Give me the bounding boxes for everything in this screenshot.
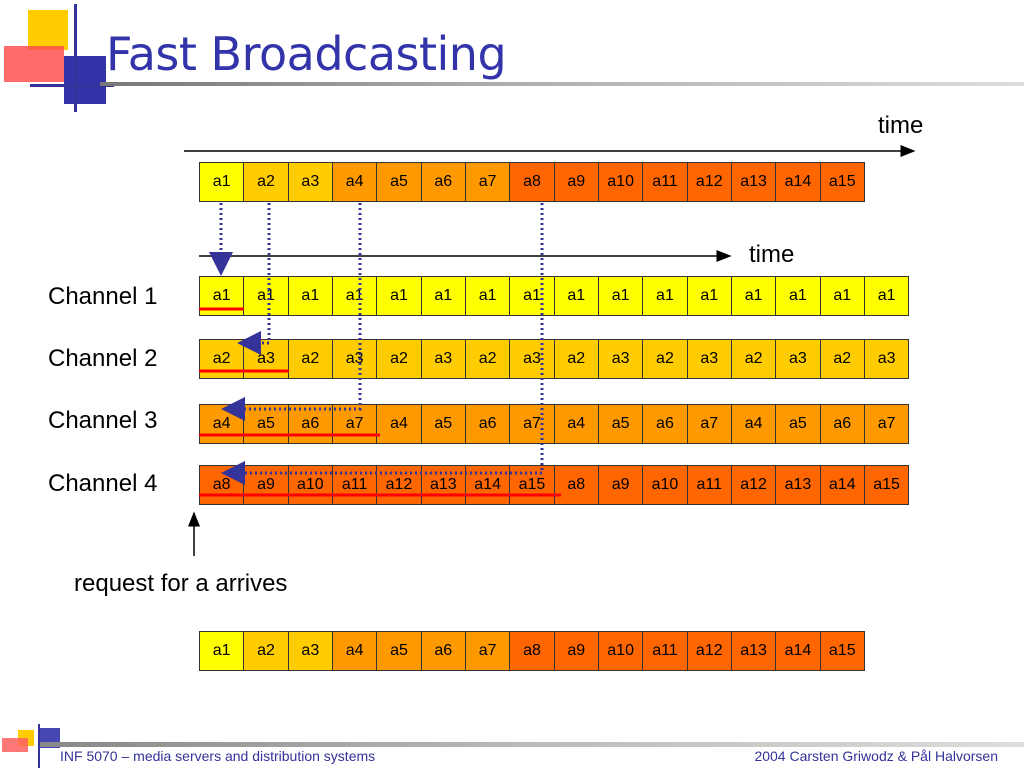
bottom-segment-a5: a5 [376,631,422,671]
corner-red-square [4,46,64,82]
mapping-a8 [221,203,544,485]
channel-2-slot-11: a2 [642,339,688,379]
channel-4-slot-5: a12 [376,465,422,505]
top-segment-a8: a8 [509,162,555,202]
segment-sequence-bottom: a1 a2 a3 a4 a5 a6 a7 a8 a9 a10 a11 a12 a13 a14 a15 [199,631,865,671]
channel-3-slot-6: a5 [420,404,466,444]
channel-1-slot-6: a1 [420,276,466,316]
channel-1-slot-9: a1 [553,276,599,316]
channel-3-slot-16: a7 [863,404,910,444]
top-segment-a15: a15 [819,162,865,202]
footer-corner-red [2,738,28,752]
footer-authors: 2004 Carsten Griwodz & Pål Halvorsen [754,748,998,764]
mapping-a2 [237,203,271,355]
bottom-segment-a14: a14 [775,631,821,671]
corner-horizontal-line [30,84,114,87]
channel-4-label: Channel 4 [48,470,158,497]
channel-4-slot-6: a13 [420,465,466,505]
channel-1-slot-12: a1 [686,276,732,316]
top-segment-a7: a7 [464,162,511,202]
channel-2-slot-6: a3 [420,339,466,379]
channel-3-slot-7: a6 [464,404,511,444]
channel-3-row: a4 a5 a6 a7 a4 a5 a6 a7 a4 a5 a6 a7 a4 a5 a6 a7 [199,404,910,444]
time-label-channels: time [749,241,795,268]
corner-blue-square [64,56,106,104]
channel-3-slot-13: a4 [730,404,777,444]
channel-4-slot-16: a15 [863,465,910,505]
channel-4-slot-9: a8 [553,465,599,505]
channel-3-slot-3: a6 [287,404,333,444]
corner-vertical-line [74,4,77,112]
footer-rule [40,742,1024,747]
channel-4-slot-13: a12 [730,465,777,505]
top-segment-a11: a11 [642,162,688,202]
channel-3-slot-4: a7 [331,404,378,444]
channel-3-slot-12: a7 [686,404,732,444]
title-rule [100,82,1024,86]
bottom-segment-a13: a13 [730,631,777,671]
channel-4-slot-14: a13 [775,465,821,505]
channel-1-slot-11: a1 [642,276,688,316]
bottom-segment-a15: a15 [819,631,865,671]
top-segment-a9: a9 [553,162,599,202]
footer-corner-line [38,724,40,768]
channel-3-slot-15: a6 [819,404,865,444]
corner-yellow-square [28,10,68,50]
channel-2-slot-12: a3 [686,339,732,379]
channel-4-slot-7: a14 [464,465,511,505]
top-segment-a13: a13 [730,162,777,202]
bottom-segment-a3: a3 [287,631,333,671]
channel-3-slot-8: a7 [509,404,555,444]
top-segment-a5: a5 [376,162,422,202]
channel-1-slot-15: a1 [819,276,865,316]
time-label-top: time [878,112,924,139]
request-label: request for a arrives [74,570,288,597]
channel-3-slot-9: a4 [553,404,599,444]
channel-4-slot-12: a11 [686,465,732,505]
channel-1-row: a1 a1 a1 a1 a1 a1 a1 a1 a1 a1 a1 a1 a1 a1 a1 a1 [199,276,910,316]
top-segment-a4: a4 [331,162,378,202]
top-segment-a2: a2 [243,162,289,202]
top-segment-a12: a12 [686,162,732,202]
channel-2-slot-16: a3 [863,339,910,379]
bottom-segment-a12: a12 [686,631,732,671]
channel-1-slot-5: a1 [376,276,422,316]
channel-1-slot-16: a1 [863,276,910,316]
slide-title: Fast Broadcasting [106,27,507,81]
channel-3-slot-2: a5 [243,404,289,444]
channel-3-slot-14: a5 [775,404,821,444]
channel-2-slot-14: a3 [775,339,821,379]
segment-sequence-top: a1 a2 a3 a4 a5 a6 a7 a8 a9 a10 a11 a12 a13 a14 a15 [199,162,865,202]
bottom-segment-a11: a11 [642,631,688,671]
top-segment-a1: a1 [199,162,245,202]
channel-2-slot-13: a2 [730,339,777,379]
channel-4-slot-11: a10 [642,465,688,505]
bottom-segment-a9: a9 [553,631,599,671]
channel-1-label: Channel 1 [48,283,158,310]
top-segment-a6: a6 [420,162,466,202]
channel-2-slot-10: a3 [597,339,644,379]
footer-course: INF 5070 – media servers and distributio… [60,748,376,764]
channel-1-slot-8: a1 [509,276,555,316]
channel-2-label: Channel 2 [48,345,158,372]
top-segment-a3: a3 [287,162,333,202]
channel-1-slot-14: a1 [775,276,821,316]
bottom-segment-a4: a4 [331,631,378,671]
bottom-segment-a10: a10 [597,631,644,671]
channel-3-label: Channel 3 [48,407,158,434]
channel-2-slot-5: a2 [376,339,422,379]
channel-4-slot-4: a11 [331,465,378,505]
top-segment-a10: a10 [597,162,644,202]
channel-1-slot-13: a1 [730,276,777,316]
mapping-a4 [221,203,362,421]
channel-1-slot-3: a1 [287,276,333,316]
